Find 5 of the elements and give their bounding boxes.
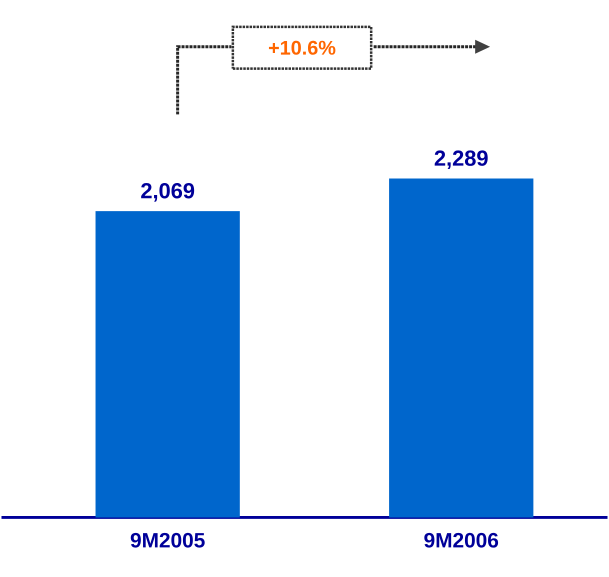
data-label: 2,289 xyxy=(434,150,488,169)
x-tick-label: 9M2005 xyxy=(130,532,205,548)
text: +10.6% xyxy=(268,40,336,55)
data-label: 2,069 xyxy=(141,182,194,202)
x-tick-label: 9M2006 xyxy=(424,532,498,548)
